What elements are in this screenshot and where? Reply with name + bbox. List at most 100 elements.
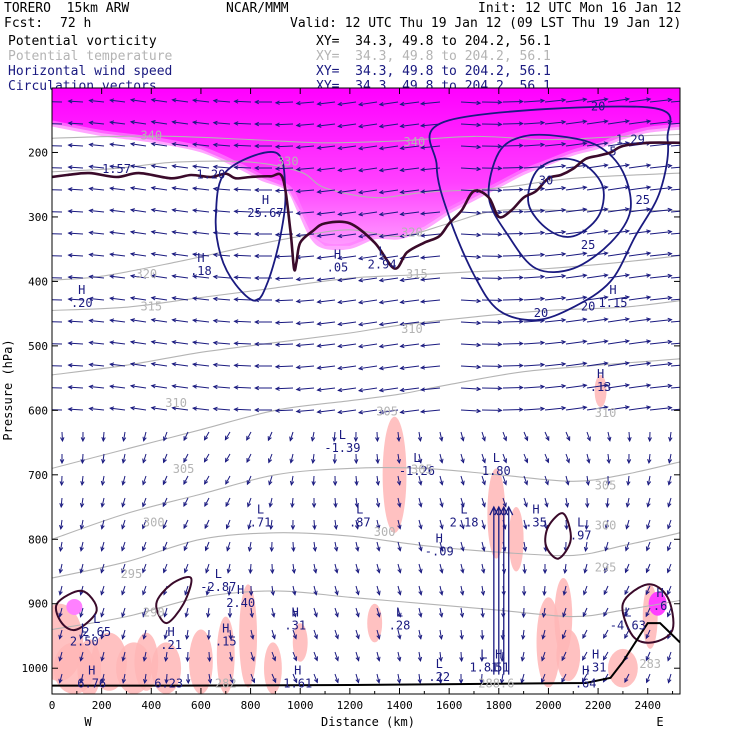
hl-label: H-.09 — [425, 531, 454, 558]
vector-arrow — [502, 363, 524, 368]
vector-arrow — [418, 475, 423, 486]
vector-arrow — [583, 585, 588, 596]
vector-arrow — [544, 318, 567, 323]
vector-arrow — [67, 121, 84, 126]
vector-arrow — [541, 651, 546, 662]
vector-arrow — [163, 629, 168, 640]
vector-arrow — [502, 99, 524, 104]
hl-letter: H — [294, 664, 301, 678]
vector-arrow — [604, 519, 610, 530]
vector-arrow — [399, 365, 420, 371]
vector-arrow — [52, 321, 63, 323]
vector-arrow — [295, 386, 315, 392]
vector-arrow — [271, 607, 276, 618]
hl-letter: L — [460, 502, 467, 516]
vector-arrow — [80, 431, 86, 443]
vector-arrow — [191, 120, 210, 125]
hl-letter: L — [577, 515, 584, 529]
vector-arrow — [378, 343, 399, 349]
vector-arrow — [417, 651, 423, 663]
vector-arrow — [399, 123, 420, 129]
vector-arrow — [254, 99, 273, 105]
vector-arrow — [583, 563, 588, 574]
vector-arrow — [121, 541, 126, 552]
vector-arrow — [274, 276, 294, 281]
vector-arrow — [670, 210, 680, 213]
pv-low-patch — [536, 597, 561, 688]
vector-arrow — [645, 585, 651, 596]
contour-value-label: 315 — [140, 299, 162, 313]
pv-mid-patch — [648, 591, 667, 616]
vector-arrow — [150, 384, 168, 389]
hl-label: H.20 — [71, 283, 93, 310]
vector-arrow — [274, 408, 294, 413]
vector-arrow — [670, 298, 680, 301]
vector-arrow — [378, 189, 399, 195]
vector-arrow — [565, 185, 588, 191]
vector-arrow — [355, 673, 360, 684]
hl-value: .22 — [428, 670, 450, 684]
vector-arrow — [625, 497, 630, 508]
vector-arrow — [183, 453, 189, 464]
hl-letter: H — [436, 531, 443, 545]
init-time: Init: 12 UTC Mon 16 Jan 12 — [478, 1, 682, 16]
vector-arrow — [628, 405, 652, 411]
vector-arrow — [628, 97, 652, 103]
vector-arrow — [649, 405, 673, 411]
vector-arrow — [418, 563, 423, 574]
vector-arrow — [227, 607, 233, 619]
vector-arrow — [544, 252, 567, 257]
vector-arrow — [376, 541, 381, 552]
vector-arrow — [247, 519, 252, 530]
vector-arrow — [375, 475, 380, 487]
vector-arrow — [355, 607, 360, 618]
vector-arrow — [649, 207, 673, 213]
vector-arrow — [628, 295, 652, 301]
fcst-value: 72 h — [60, 16, 92, 31]
vector-arrow — [481, 563, 486, 574]
contour-value-label: 320 — [135, 267, 157, 281]
hl-letter: H — [222, 622, 229, 636]
vector-arrow — [100, 651, 105, 662]
hl-value: 6.76 — [77, 677, 106, 691]
east-label: E — [656, 715, 663, 729]
hl-value: 2.94 — [368, 258, 397, 272]
vector-arrow — [142, 431, 147, 442]
vector-arrow — [670, 320, 680, 323]
hl-letter: L — [480, 647, 487, 661]
hl-value: .05 — [327, 261, 349, 275]
vector-arrow — [191, 208, 210, 213]
hl-value: .6 — [653, 599, 667, 613]
vector-arrow — [375, 453, 380, 465]
vector-arrow — [185, 629, 190, 641]
vector-arrow — [544, 406, 567, 411]
vector-arrow — [561, 629, 567, 640]
vector-arrow — [121, 673, 126, 684]
vector-arrow — [191, 142, 210, 147]
vector-arrow — [204, 541, 210, 552]
vector-arrow — [502, 453, 507, 464]
vector-arrow — [626, 453, 632, 465]
vector-arrow — [646, 497, 651, 508]
vector-arrow — [357, 277, 378, 283]
vector-arrow — [460, 453, 465, 464]
vector-arrow — [375, 431, 380, 443]
theta-contours — [52, 133, 680, 631]
hl-label: H1.15 — [599, 283, 628, 310]
hl-label: H.18 — [190, 251, 212, 278]
hl-label: H.15 — [215, 622, 237, 649]
vector-arrow — [584, 519, 589, 531]
vector-arrow — [399, 277, 420, 283]
vector-arrow — [52, 409, 63, 411]
vector-arrow — [666, 585, 672, 596]
vector-arrow — [121, 475, 126, 486]
vector-arrow — [129, 296, 147, 301]
vector-arrow — [233, 99, 252, 104]
pv-low-patch — [263, 642, 282, 694]
vector-arrow — [565, 273, 588, 279]
pv-shading-layer — [52, 88, 680, 694]
vector-arrow — [225, 519, 231, 530]
vector-arrow — [418, 607, 423, 618]
vector-arrow — [88, 318, 105, 324]
vector-arrow — [88, 208, 105, 214]
